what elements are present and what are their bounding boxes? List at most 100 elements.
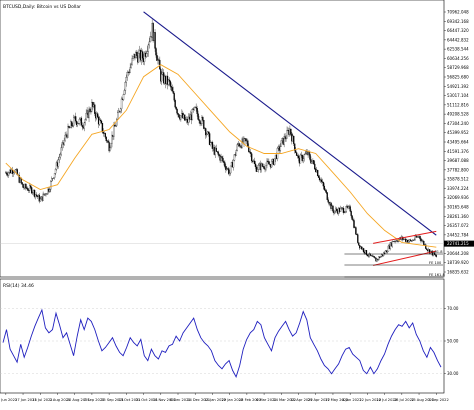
candle-body: [146, 53, 147, 56]
candle-body: [30, 186, 31, 188]
candle-body: [170, 81, 171, 86]
candle-body: [142, 52, 143, 59]
candle-body: [410, 240, 411, 241]
candle-body: [198, 119, 199, 120]
candle-body: [199, 121, 200, 124]
candle-body: [303, 159, 304, 161]
candle-body: [223, 161, 224, 162]
candle-body: [173, 91, 174, 93]
price-tick-label: 28261.360: [447, 214, 469, 219]
candle-body: [355, 228, 356, 235]
candle-body: [106, 137, 107, 141]
candle-body: [300, 155, 301, 163]
candle-body: [132, 59, 133, 65]
candle-body: [219, 154, 220, 155]
candle-body: [22, 184, 23, 187]
fib-level-label: FE 61.8: [429, 250, 443, 254]
rsi-tick-label: 30.00: [447, 371, 459, 376]
candle-body: [102, 123, 103, 132]
candle-body: [258, 165, 259, 169]
candle-body: [149, 42, 150, 45]
price-tick-label: 62538.544: [447, 47, 469, 52]
candle-body: [224, 163, 225, 167]
current-price-label: 22741.215: [447, 241, 469, 246]
candle-body: [101, 121, 102, 123]
fib-level-label: FE 100: [429, 261, 442, 265]
candle-body: [280, 147, 281, 151]
candle-body: [177, 113, 178, 114]
candle-body: [192, 109, 193, 120]
fib-level-label: FE 161.8: [429, 273, 445, 277]
candle-body: [50, 181, 51, 189]
candle-body: [25, 184, 26, 188]
price-tick-label: 26357.072: [447, 223, 469, 228]
candle-body: [22, 182, 23, 184]
candle-body: [197, 108, 198, 114]
candle-body: [110, 148, 111, 151]
candle-body: [132, 57, 133, 59]
candle-body: [352, 216, 353, 220]
price-tick-label: 20644.208: [447, 251, 469, 256]
candle-body: [230, 166, 231, 173]
candle-body: [262, 164, 263, 167]
candle-body: [340, 208, 341, 212]
candle-body: [343, 208, 344, 213]
candle-body: [172, 87, 173, 91]
candle-body: [121, 99, 122, 109]
candle-body: [208, 132, 209, 134]
candle-body: [40, 199, 41, 201]
candle-body: [174, 93, 175, 100]
price-tick-label: 35878.512: [447, 177, 469, 182]
candle-body: [426, 249, 427, 250]
candle-body: [358, 243, 359, 246]
price-tick-label: 69342.168: [447, 19, 469, 24]
candle-body: [243, 138, 244, 143]
candle-body: [293, 136, 294, 144]
candle-body: [374, 257, 375, 258]
candle-body: [311, 162, 312, 163]
candle-body: [324, 186, 325, 190]
candle-body: [268, 162, 269, 164]
candle-body: [120, 109, 121, 111]
candle-body: [345, 211, 346, 212]
candle-body: [423, 241, 424, 245]
price-tick-label: 70962.048: [447, 10, 469, 15]
candle-body: [49, 189, 50, 191]
candle-body: [392, 242, 393, 247]
candle-body: [175, 100, 176, 107]
candle-body: [178, 114, 179, 117]
candle-body: [198, 114, 199, 120]
candle-body: [264, 166, 265, 168]
candle-body: [180, 116, 181, 119]
price-tick-label: 56825.680: [447, 75, 469, 80]
candle-body: [351, 211, 352, 215]
candle-body: [13, 173, 14, 174]
price-tick-label: 53017.104: [447, 93, 469, 98]
price-tick-label: 60634.256: [447, 56, 469, 61]
candle-body: [206, 134, 207, 135]
candle-body: [105, 133, 106, 137]
candle-body: [255, 164, 256, 167]
candle-body: [286, 130, 287, 138]
candle-body: [184, 115, 185, 121]
candle-body: [222, 158, 223, 161]
candle-body: [380, 256, 381, 258]
candle-body: [295, 151, 296, 153]
candle-body: [124, 90, 125, 94]
candle-body: [290, 129, 291, 134]
candle-body: [350, 206, 351, 211]
candle-body: [77, 124, 78, 125]
candle-body: [233, 160, 234, 167]
candle-body: [229, 173, 230, 174]
price-tick-label: 41591.376: [447, 149, 469, 154]
candle-body: [218, 152, 219, 155]
chart-title: BTCUSD,Daily: Bitcoin vs US Dollar: [3, 4, 81, 10]
candle-body: [265, 165, 266, 169]
candle-body: [419, 236, 420, 239]
candle-body: [332, 206, 333, 211]
candle-body: [73, 117, 74, 126]
candle-body: [353, 220, 354, 227]
candle-body: [64, 140, 65, 144]
price-tick-label: 58729.968: [447, 65, 469, 70]
